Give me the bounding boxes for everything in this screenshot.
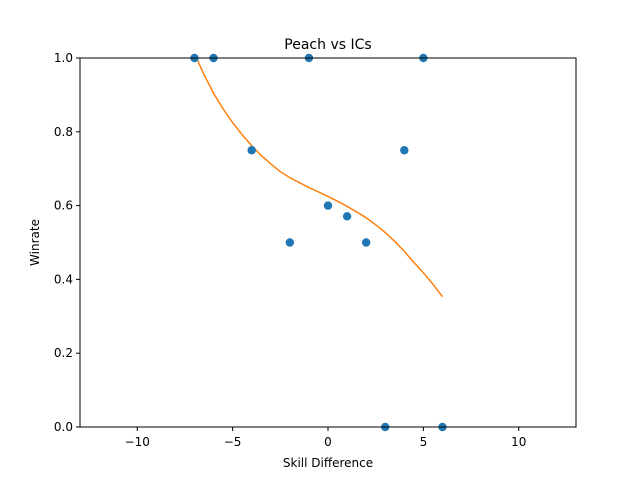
- scatter-point: [247, 146, 256, 155]
- y-axis-label: Winrate: [28, 219, 42, 266]
- x-tick-label: 5: [420, 435, 428, 449]
- y-tick-label: 0.8: [54, 125, 73, 139]
- y-tick-label: 0.6: [54, 199, 73, 213]
- series-layer: [190, 53, 447, 432]
- y-tick-label: 0.0: [54, 420, 73, 434]
- x-tick-label: −5: [224, 435, 242, 449]
- x-tick-label: 0: [324, 435, 332, 449]
- x-tick-label: 10: [511, 435, 526, 449]
- x-axis: −10 −5 0 5 10: [125, 427, 526, 449]
- y-tick-label: 1.0: [54, 51, 73, 65]
- x-axis-label: Skill Difference: [283, 456, 373, 470]
- x-tick-label: −10: [125, 435, 150, 449]
- scatter-point: [400, 146, 409, 155]
- scatter-point: [361, 238, 371, 247]
- y-axis: 0.0 0.2 0.4 0.6 0.8 1.0: [54, 51, 80, 434]
- scatter-point: [323, 201, 333, 210]
- y-tick-label: 0.2: [54, 346, 73, 360]
- scatter-point: [342, 212, 352, 221]
- scatter-point: [285, 238, 295, 247]
- fit-curve: [195, 57, 444, 298]
- y-tick-label: 0.4: [54, 272, 73, 286]
- chart-title: Peach vs ICs: [284, 37, 371, 53]
